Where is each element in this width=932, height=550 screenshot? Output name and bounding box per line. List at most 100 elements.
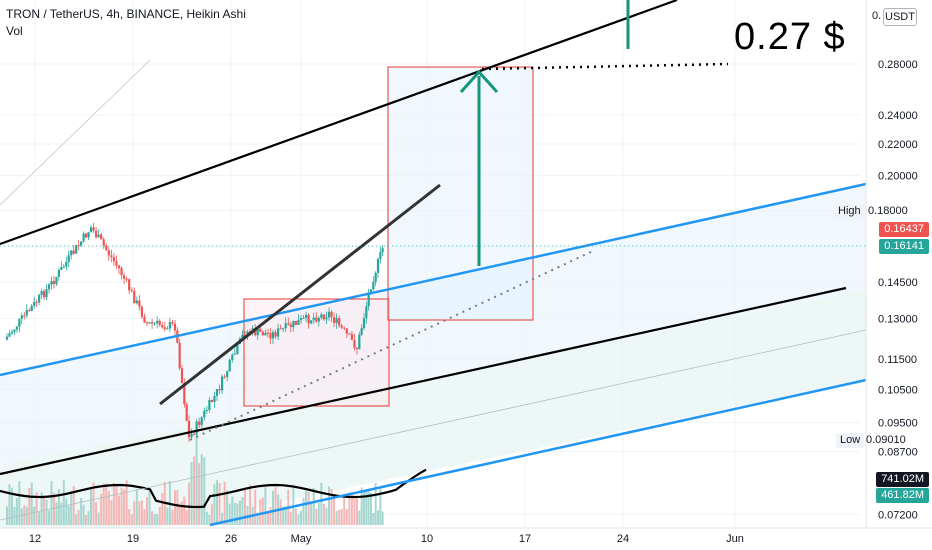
candle-body	[256, 328, 259, 336]
volume-bar	[203, 457, 206, 525]
candle-body	[220, 376, 224, 391]
volume-bar	[50, 481, 53, 525]
candle-body	[42, 291, 46, 298]
candle-body	[271, 332, 275, 339]
trend-top-line	[0, 0, 678, 246]
candle-body	[208, 400, 211, 411]
candle-body	[23, 315, 26, 317]
candle-body	[330, 311, 333, 318]
candle-body	[327, 311, 331, 318]
y-tick-label: 0.09500	[878, 417, 918, 429]
volume-bar	[112, 482, 115, 525]
candle-body	[67, 255, 70, 262]
volume-bar	[125, 480, 128, 525]
volume-bar	[350, 493, 353, 525]
volume-bar	[256, 512, 259, 525]
candle-body	[57, 270, 60, 277]
x-tick-label: 17	[519, 533, 531, 545]
candle-body	[374, 272, 377, 283]
volume-tag-green: 461.82M	[876, 488, 929, 503]
candle-body	[112, 257, 116, 262]
currency-button[interactable]: USDT	[883, 8, 917, 26]
candle-body	[367, 294, 370, 307]
candle-body	[145, 322, 149, 324]
volume-bar	[294, 508, 297, 525]
volume-bar	[198, 463, 201, 525]
volume-bar	[138, 501, 141, 525]
channel-fills	[0, 66, 866, 550]
volume-bar	[284, 506, 287, 525]
volume-bar	[244, 489, 246, 525]
volume-bar	[345, 508, 348, 525]
candle-body	[287, 323, 290, 325]
candle-body	[317, 317, 320, 322]
x-tick-label: 24	[617, 533, 629, 545]
candle-body	[228, 359, 231, 372]
candle-body	[261, 331, 264, 336]
x-tick-label: 10	[421, 533, 433, 545]
candle-body	[276, 328, 280, 337]
rising-line	[159, 183, 441, 406]
volume-bar	[48, 510, 50, 525]
volume-bar	[115, 485, 118, 525]
candle-body	[166, 328, 169, 330]
candle-body	[173, 323, 177, 331]
volume-bar	[367, 490, 370, 525]
volume-bar	[241, 496, 244, 525]
volume-bar	[305, 490, 308, 525]
volume-bar	[33, 506, 36, 525]
candle-body	[213, 395, 216, 403]
volume-bar	[45, 499, 48, 525]
volume-bar	[97, 512, 100, 525]
candle-body	[72, 250, 75, 254]
volume-bar	[289, 511, 292, 525]
up-arrow-head	[459, 69, 499, 94]
candle-body	[348, 333, 351, 335]
volume-bar	[30, 482, 33, 525]
volume-bar	[133, 501, 136, 525]
volume-bar	[365, 489, 368, 525]
candle-body	[284, 323, 287, 329]
projection-box	[387, 66, 534, 321]
candle-body	[156, 320, 159, 324]
candle-body	[372, 282, 375, 290]
volume-bar	[356, 496, 358, 525]
volume-bar	[85, 514, 88, 525]
volume-bar	[181, 501, 183, 525]
volume-tag-black: 741.02M	[876, 472, 929, 487]
volume-bar	[208, 514, 211, 525]
candle-body	[100, 234, 103, 240]
volume-bar	[67, 505, 70, 525]
candle-body	[215, 389, 219, 396]
volume-bar	[60, 502, 63, 525]
candle-body	[322, 314, 326, 320]
candle-body	[102, 239, 105, 246]
candle-body	[107, 250, 110, 256]
volume-bar	[118, 495, 120, 525]
volume-bar	[363, 491, 365, 525]
volume-bar	[40, 492, 43, 525]
candle-body	[264, 332, 267, 336]
candle-body	[355, 348, 359, 350]
volume-bar	[123, 489, 126, 525]
volume-bar	[171, 509, 174, 525]
high-label: High	[834, 204, 865, 219]
volume-bar	[15, 497, 18, 525]
volume-bar	[218, 483, 221, 525]
symbol-title: TRON / TetherUS, 4h, BINANCE, Heikin Ash…	[6, 7, 246, 21]
candle-body	[40, 291, 43, 295]
candle-body	[205, 410, 208, 412]
y-tick-label: 0.11500	[878, 354, 917, 366]
volume-bar	[360, 487, 363, 525]
candle-body	[115, 261, 118, 266]
candle-body	[226, 371, 229, 378]
candle-body	[150, 322, 154, 324]
volume-bar	[153, 513, 156, 525]
candle-body	[299, 318, 303, 321]
volume-bar	[310, 503, 313, 525]
candle-body	[360, 328, 363, 335]
volume-bar	[269, 506, 272, 525]
volume-bar	[80, 497, 83, 525]
